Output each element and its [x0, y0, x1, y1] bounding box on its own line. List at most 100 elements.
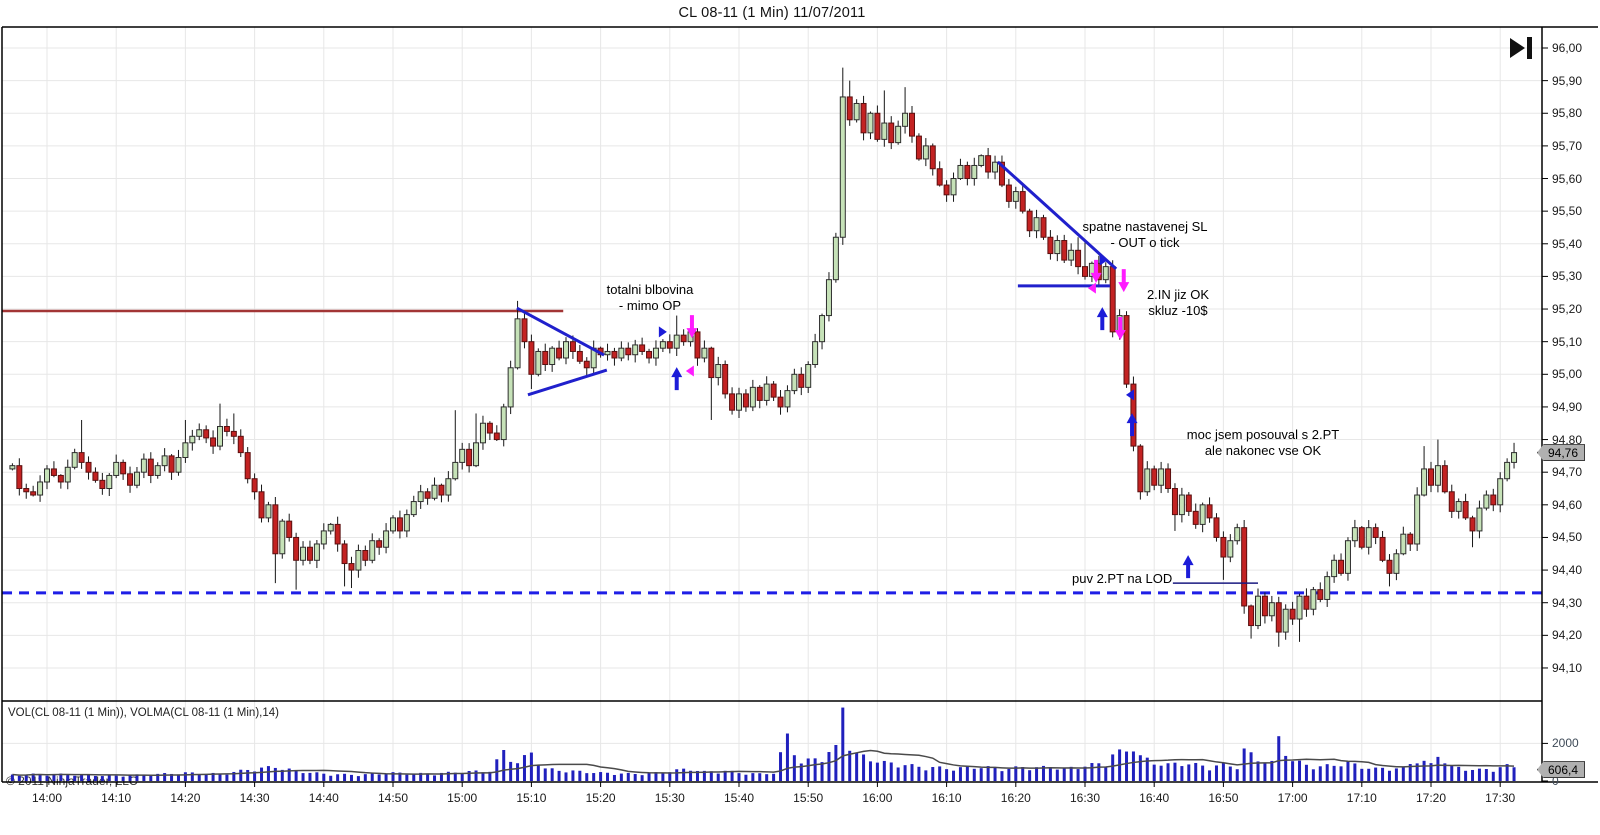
- candle: [348, 556, 355, 589]
- wedge-upper-trendline[interactable]: [516, 306, 605, 357]
- arrow-down-marker[interactable]: [1114, 317, 1126, 341]
- candle: [1497, 472, 1504, 513]
- price-axis-label: 96,00: [1552, 41, 1583, 55]
- candle: [1400, 526, 1407, 556]
- arrow-down-marker[interactable]: [686, 315, 698, 339]
- tri-left-marker[interactable]: [1125, 389, 1134, 401]
- candle: [839, 67, 846, 245]
- volume-bar: [349, 774, 353, 781]
- volume-bar: [647, 772, 651, 781]
- price-axis-label: 95,50: [1552, 204, 1583, 219]
- volume-bar: [1422, 760, 1426, 781]
- descending-trendline[interactable]: [996, 160, 1118, 271]
- candle: [265, 501, 272, 523]
- price-axis-label: 95,70: [1552, 138, 1583, 153]
- arrow-up-marker[interactable]: [1096, 307, 1108, 331]
- candle: [978, 154, 985, 168]
- candle: [736, 387, 742, 419]
- candle: [1310, 586, 1317, 616]
- volume-indicator-label: VOL(CL 08-11 (1 Min)), VOLMA(CL 08-11 (1…: [8, 707, 279, 719]
- annotation-pt[interactable]: moc jsem posouval s 2.PT ale nakonec vse…: [1187, 427, 1339, 459]
- volume-bar: [834, 744, 838, 781]
- arrow-up-marker[interactable]: [671, 367, 683, 391]
- candle: [542, 343, 549, 372]
- volume-bar: [190, 772, 194, 781]
- price-axis-label: 95,10: [1552, 334, 1583, 349]
- candle: [563, 337, 569, 365]
- volume-bar: [1214, 765, 1218, 781]
- volume-bar: [578, 770, 582, 781]
- candle: [1192, 503, 1199, 529]
- volume-bar: [474, 770, 478, 781]
- volume-bar: [529, 752, 533, 781]
- tri-left-marker[interactable]: [1087, 282, 1096, 294]
- candle: [133, 466, 140, 489]
- volume-bar: [1471, 769, 1475, 781]
- candle: [791, 368, 798, 395]
- candle: [798, 367, 805, 396]
- volume-bar: [31, 773, 35, 781]
- volume-bar: [958, 767, 962, 781]
- time-axis-label: 16:30: [1069, 791, 1101, 805]
- volume-bar: [924, 770, 928, 781]
- candle: [1075, 237, 1082, 275]
- arrow-down-marker[interactable]: [1090, 259, 1102, 283]
- candle: [182, 419, 189, 463]
- tri-left-marker[interactable]: [685, 365, 694, 377]
- volume-bar: [1159, 765, 1163, 781]
- volume-bar: [329, 775, 333, 781]
- candle: [1462, 493, 1469, 520]
- volume-bar: [1235, 769, 1239, 781]
- arrow-up-marker[interactable]: [1126, 413, 1138, 437]
- candle: [362, 545, 369, 567]
- arrow-up-marker[interactable]: [1182, 555, 1194, 579]
- time-axis-label: 16:10: [931, 791, 962, 805]
- volume-bar: [1111, 754, 1115, 781]
- candle: [300, 541, 307, 566]
- candle: [1421, 446, 1428, 497]
- candle: [583, 357, 590, 378]
- volume-bar: [1028, 770, 1032, 781]
- candle: [888, 116, 895, 150]
- annotation-sl[interactable]: spatne nastavenej SL - OUT o tick: [1082, 219, 1207, 251]
- volume-bar: [343, 773, 347, 781]
- candle: [341, 540, 348, 587]
- volume-bar: [121, 776, 125, 781]
- candle: [1434, 439, 1441, 493]
- candle: [230, 413, 237, 445]
- candle: [576, 344, 583, 364]
- tri-right-marker[interactable]: [658, 326, 667, 338]
- volume-bar: [1477, 768, 1481, 781]
- volume-bar: [1055, 769, 1059, 781]
- annotation-lod[interactable]: puv 2.PT na LOD: [1072, 571, 1172, 587]
- candle: [369, 533, 376, 564]
- volume-bar: [1318, 766, 1322, 781]
- trade-markers: [658, 254, 1194, 579]
- candle: [1234, 523, 1241, 545]
- annotation-line: 2.IN jiz OK: [1146, 287, 1210, 302]
- volume-bar: [1443, 763, 1447, 781]
- volume-bar: [896, 767, 900, 781]
- wedge-lower-trendline[interactable]: [527, 368, 608, 397]
- candle: [403, 509, 410, 538]
- candle: [1414, 487, 1421, 551]
- volume-bar: [875, 762, 879, 781]
- arrow-down-marker[interactable]: [1118, 269, 1130, 293]
- candle: [92, 467, 99, 483]
- candle: [1428, 461, 1434, 493]
- volume-bar: [439, 772, 443, 781]
- go-to-end-icon[interactable]: [1509, 36, 1537, 62]
- volume-bar: [100, 776, 104, 781]
- volume-bar: [17, 775, 21, 781]
- candle: [514, 300, 521, 370]
- tri-right-marker[interactable]: [1099, 254, 1108, 266]
- volume-bar: [419, 772, 423, 781]
- candle: [881, 90, 888, 147]
- annotation-2in[interactable]: 2.IN jiz OK skluz -10$: [1147, 287, 1209, 319]
- volume-bar: [1332, 765, 1336, 781]
- annotation-blbovina[interactable]: totalni blbovina - mimo OP: [607, 282, 694, 314]
- candle: [749, 379, 756, 412]
- candle: [1317, 582, 1324, 603]
- volume-bar: [1090, 763, 1094, 781]
